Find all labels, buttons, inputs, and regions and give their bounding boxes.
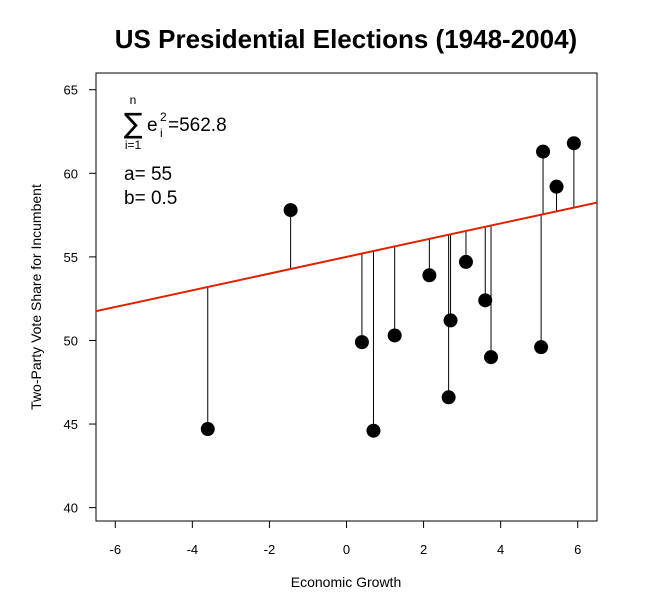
data-point	[283, 203, 298, 218]
x-axis: -6 -4 -2 0 2 4 6	[109, 521, 581, 557]
data-points	[200, 136, 581, 438]
x-tick-label: -6	[109, 542, 121, 557]
data-point	[422, 268, 437, 283]
data-point	[443, 313, 458, 328]
data-point	[478, 293, 493, 308]
residual-term-superscript: 2	[160, 110, 167, 124]
y-axis-label: Two-Party Vote Share for Incumbent	[28, 184, 44, 410]
y-tick-label: 40	[64, 501, 78, 516]
residual-term-base: e	[147, 115, 158, 136]
y-tick-label: 55	[64, 250, 78, 265]
data-point	[484, 350, 499, 365]
x-tick-label: -4	[187, 542, 199, 557]
residual-lines	[207, 143, 575, 431]
x-tick-label: -2	[264, 542, 276, 557]
x-tick-label: 2	[420, 542, 427, 557]
data-point	[458, 254, 473, 269]
y-tick-label: 45	[64, 417, 78, 432]
y-axis: 40 45 50 55 60 65	[64, 83, 96, 516]
chart-title: US Presidential Elections (1948-2004)	[115, 24, 577, 54]
y-tick-label: 50	[64, 333, 78, 348]
data-point	[441, 390, 456, 405]
data-point	[566, 136, 581, 151]
x-tick-label: 4	[497, 542, 504, 557]
y-tick-label: 65	[64, 83, 78, 98]
x-tick-label: 6	[574, 542, 581, 557]
sum-symbol: ∑	[124, 107, 143, 140]
x-axis-label: Economic Growth	[291, 574, 401, 590]
regression-line	[96, 201, 597, 313]
data-point	[536, 144, 551, 159]
sum-of-squares-value: =562.8	[168, 115, 227, 136]
intercept-annotation: a= 55	[124, 164, 172, 185]
data-point	[387, 328, 402, 343]
plot-frame	[95, 72, 598, 522]
slope-annotation: b= 0.5	[124, 188, 177, 209]
residual-term-subscript: i	[160, 126, 163, 140]
y-tick-label: 60	[64, 166, 78, 181]
sum-upper-limit: n	[130, 93, 137, 107]
sum-lower-limit: i=1	[125, 138, 142, 152]
sum-of-squares-annotation: n ∑ i=1 e 2 i =562.8 a= 55 b= 0.5	[124, 93, 227, 209]
data-point	[534, 340, 549, 355]
data-point	[354, 335, 369, 350]
data-point	[366, 423, 381, 438]
data-point	[200, 422, 215, 437]
x-tick-label: 0	[343, 542, 350, 557]
data-point	[549, 179, 564, 194]
